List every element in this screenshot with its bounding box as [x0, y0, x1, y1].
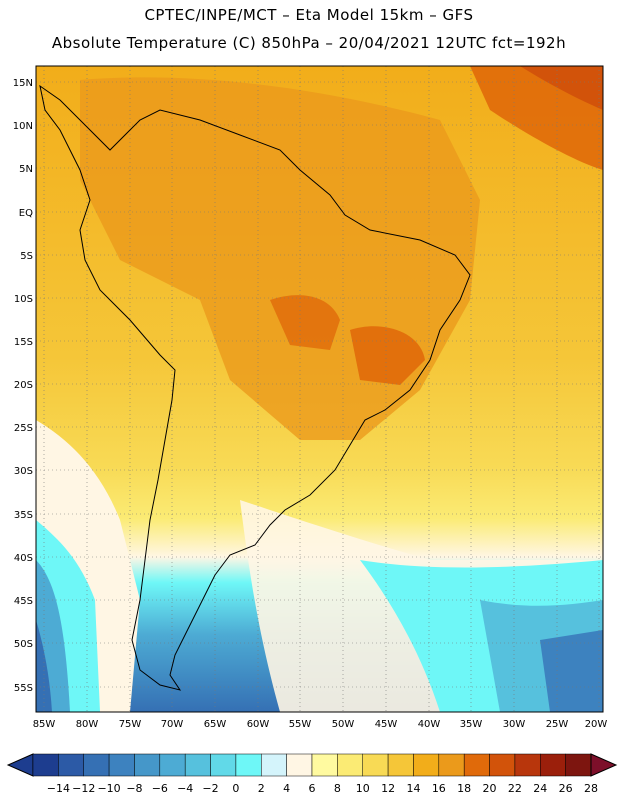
lat-label: 45S — [14, 596, 33, 607]
colorbar-swatch — [159, 753, 186, 777]
lat-label: 25S — [14, 423, 33, 434]
chart-subtitle: Absolute Temperature (C) 850hPa – 20/04/… — [51, 34, 567, 52]
colorbar-label: 10 — [356, 782, 370, 795]
colorbar-swatch — [58, 753, 84, 777]
colorbar-label: 28 — [584, 782, 598, 795]
lat-label: 15N — [13, 78, 33, 89]
colorbar-swatch — [83, 753, 110, 777]
colorbar-label: 20 — [483, 782, 497, 795]
colorbar-label: 12 — [381, 782, 395, 795]
lat-label: 10N — [13, 121, 33, 132]
map-frame — [35, 65, 604, 713]
lon-label: 40W — [418, 719, 441, 730]
lat-label: 35S — [14, 510, 33, 521]
colorbar-label: 6 — [309, 782, 316, 795]
colorbar-swatch — [108, 753, 135, 777]
colorbar-swatch — [32, 753, 59, 777]
lat-label: EQ — [19, 208, 33, 219]
colorbar-swatch — [413, 753, 440, 777]
lon-label: 55W — [289, 719, 312, 730]
lon-label: 25W — [546, 719, 569, 730]
colorbar: −14 −12 −10 −8 −6 −4 −2 0 2 4 6 8 10 12 14 16 18 20 22 24 26… — [6, 753, 618, 795]
lon-label: 85W — [33, 719, 56, 730]
lat-label: 55S — [14, 683, 33, 694]
colorbar-label: 14 — [406, 782, 420, 795]
colorbar-swatch — [235, 753, 262, 777]
colorbar-label: −4 — [177, 782, 193, 795]
lat-label: 20S — [14, 380, 33, 391]
lon-label: 45W — [375, 719, 398, 730]
chart-title: CPTEC/INPE/MCT – Eta Model 15km – GFS — [144, 6, 474, 24]
colorbar-label: 0 — [232, 782, 239, 795]
lat-label: 5N — [19, 164, 33, 175]
colorbar-swatch — [540, 753, 566, 777]
lat-label: 5S — [20, 251, 33, 262]
latitude-labels: 15N 10N 5N EQ 5S 10S 15S 20S 25S 30S 35S… — [13, 78, 33, 694]
lon-label: 70W — [161, 719, 184, 730]
colorbar-swatch — [438, 753, 465, 777]
colorbar-swatch — [565, 753, 592, 777]
colorbar-left-arrow — [6, 753, 34, 777]
lon-label: 50W — [332, 719, 355, 730]
colorbar-label: 24 — [533, 782, 547, 795]
temperature-field — [36, 66, 603, 712]
colorbar-label: 22 — [508, 782, 522, 795]
colorbar-label: 26 — [559, 782, 573, 795]
colorbar-label: 18 — [457, 782, 471, 795]
lat-label: 40S — [14, 553, 33, 564]
colorbar-label: −2 — [202, 782, 218, 795]
colorbar-swatch — [514, 753, 541, 777]
colorbar-label: 16 — [432, 782, 446, 795]
colorbar-swatch — [489, 753, 516, 777]
lon-label: 35W — [460, 719, 483, 730]
colorbar-label: −6 — [152, 782, 168, 795]
colorbar-swatch — [463, 753, 490, 777]
colorbar-label: −8 — [126, 782, 142, 795]
lon-label: 65W — [204, 719, 227, 730]
lat-label: 15S — [14, 337, 33, 348]
colorbar-swatch — [337, 753, 363, 777]
colorbar-swatch — [210, 753, 237, 777]
lat-label: 50S — [14, 639, 33, 650]
colorbar-swatch — [286, 753, 313, 777]
colorbar-label: 4 — [283, 782, 290, 795]
lon-label: 60W — [247, 719, 270, 730]
colorbar-label: 2 — [258, 782, 265, 795]
colorbar-swatch — [387, 753, 414, 777]
colorbar-swatch — [311, 753, 338, 777]
colorbar-right-arrow — [590, 753, 618, 777]
lon-label: 80W — [76, 719, 99, 730]
lon-label: 20W — [585, 719, 608, 730]
lat-label: 30S — [14, 466, 33, 477]
colorbar-label: 8 — [334, 782, 341, 795]
colorbar-swatch — [134, 753, 161, 777]
lon-label: 75W — [119, 719, 142, 730]
lat-label: 10S — [14, 294, 33, 305]
colorbar-label: −12 — [72, 782, 95, 795]
colorbar-label: −10 — [97, 782, 120, 795]
colorbar-label: −14 — [47, 782, 70, 795]
colorbar-swatch — [261, 753, 287, 777]
lon-label: 30W — [503, 719, 526, 730]
colorbar-swatch — [184, 753, 211, 777]
colorbar-swatch — [362, 753, 389, 777]
coastline — [39, 84, 471, 691]
longitude-labels: 85W 80W 75W 70W 65W 60W 55W 50W 45W 40W … — [33, 719, 608, 730]
